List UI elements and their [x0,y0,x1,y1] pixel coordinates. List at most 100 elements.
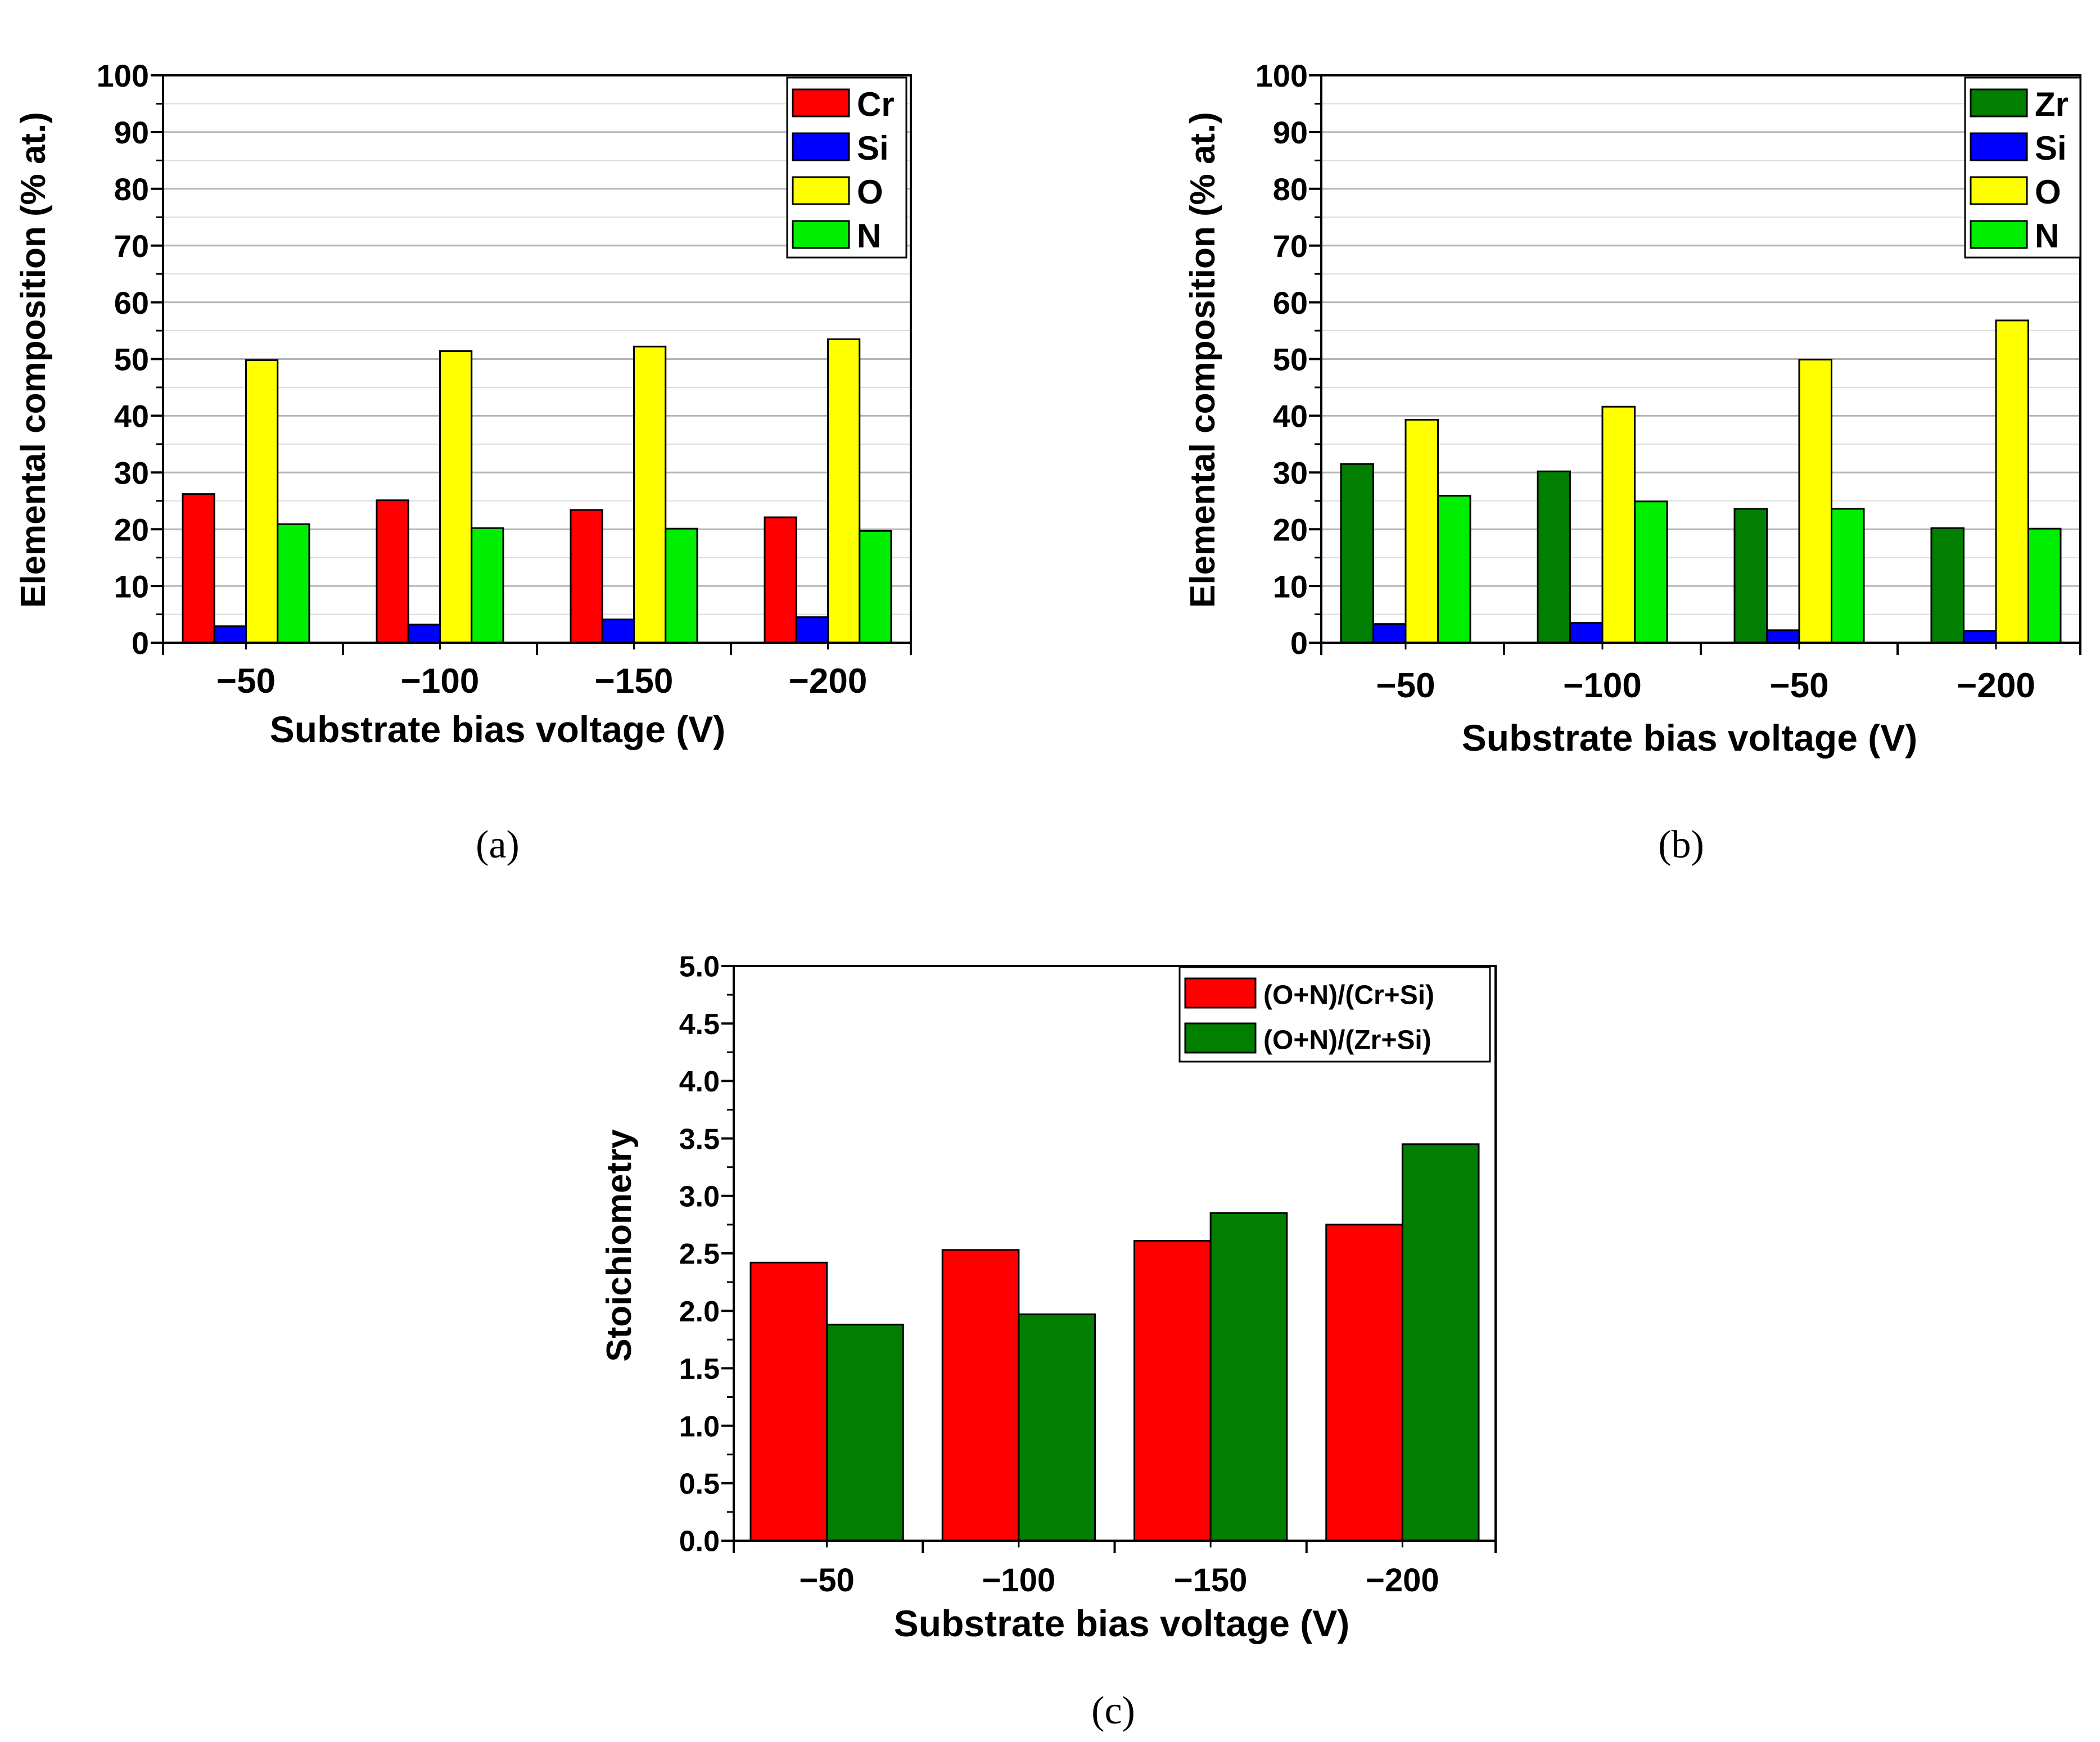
x-tick-label: −200 [1366,1562,1439,1599]
chart-panel-c: 0.0 0.5 1.0 1.5 2.0 2.5 3.0 3.5 4.0 4.5 5.0 −50 −100… [679,951,1497,1599]
bar-n-4 [859,530,892,644]
bar-zr-4 [1930,527,1964,644]
bar-o-2 [1601,405,1636,644]
bar-si-4 [795,616,829,644]
panel-label-b: (b) [1658,823,1704,867]
y-tick-label: 40 [114,399,149,434]
x-tick-label: −50 [216,662,276,701]
bar-n-1 [277,523,310,644]
bar-zr-1 [1340,463,1374,644]
chart-b-xlabel: Substrate bias voltage (V) [1462,717,1918,759]
legend-label: (O+N)/(Zr+Si) [1263,1025,1431,1055]
bar-cr-3 [570,509,603,644]
legend-swatch [792,220,850,249]
chart-a-xlabel: Substrate bias voltage (V) [270,708,726,750]
y-tick-label: 90 [114,115,149,150]
bar-cr-2 [376,499,409,644]
x-tick-label: −200 [1957,666,2035,705]
y-tick-label: 2.5 [679,1238,720,1271]
panel-label-a: (a) [476,823,520,867]
y-tick-label: 0.0 [679,1526,720,1558]
bar-o-4 [1995,319,2029,644]
y-tick-label: 4.0 [679,1066,720,1098]
y-tick-label: 3.5 [679,1123,720,1156]
y-tick-label: 40 [1273,399,1308,434]
bar-onzrsi-2 [1018,1313,1096,1542]
bar-n-1 [1437,495,1471,644]
chart-panel-b: 0 10 20 30 40 50 60 70 80 90 100 −50 −100 −50 −200 Zr Si… [1256,58,2081,705]
y-tick-label: 4.5 [679,1008,720,1041]
bar-oncrsi-4 [1325,1224,1403,1542]
bar-o-3 [1798,359,1832,644]
y-tick-label: 60 [1273,285,1308,321]
y-tick-label: 0 [132,625,149,661]
legend-label: N [857,217,881,255]
bar-si-1 [213,625,247,644]
y-tick-label: 90 [1273,115,1308,150]
y-tick-label: 10 [114,568,149,604]
y-tick-label: 60 [114,285,149,321]
bar-si-4 [1963,630,1997,644]
bar-oncrsi-2 [941,1249,1020,1542]
bar-si-2 [407,624,441,644]
bar-n-4 [2027,527,2062,644]
y-tick-label: 80 [1273,172,1308,207]
y-tick-label: 1.0 [679,1410,720,1443]
bar-si-1 [1372,623,1407,644]
bar-onzrsi-3 [1209,1212,1288,1542]
y-tick-label: 100 [97,58,149,93]
legend-swatch [1970,88,2028,118]
chart-panel-a: 0 10 20 30 40 50 60 70 80 90 100 −50 −100 −150 −200 Cr S… [97,58,912,701]
x-tick-label: −50 [1376,666,1435,705]
y-tick-label: 0 [1290,625,1308,661]
legend-label: (O+N)/(Cr+Si) [1263,980,1434,1010]
bar-o-2 [439,350,473,644]
bar-o-3 [633,345,667,644]
x-tick-label: −50 [799,1562,854,1599]
legend-label: Cr [857,85,895,123]
chart-c-ylabel: Stoichiometry [600,1129,639,1362]
chart-b-ylabel: Elemental composition (% at.) [1184,112,1222,608]
legend-label: O [857,173,883,211]
legend-swatch [792,88,850,118]
y-tick-label: 20 [1273,512,1308,547]
x-tick-label: −50 [1769,666,1828,705]
bar-cr-1 [182,493,215,644]
legend-label: N [2035,217,2059,255]
legend-label: O [2035,173,2061,211]
bar-si-2 [1569,622,1604,644]
y-tick-label: 1.5 [679,1353,720,1386]
bar-n-3 [665,527,698,644]
y-tick-label: 70 [114,228,149,264]
bar-oncrsi-3 [1133,1240,1212,1542]
legend-label: Si [857,129,889,167]
legend-label: Zr [2035,85,2069,123]
x-tick-label: −100 [1563,666,1642,705]
legend-swatch [1184,977,1257,1009]
y-tick-label: 100 [1256,58,1308,93]
y-tick-label: 2.0 [679,1296,720,1328]
y-tick-label: 50 [1273,342,1308,377]
bar-oncrsi-1 [749,1261,828,1542]
x-tick-label: −100 [982,1562,1056,1599]
bar-zr-3 [1733,508,1768,644]
chart-a-ylabel: Elemental composition (% at.) [14,112,53,608]
y-tick-label: 30 [1273,455,1308,490]
x-tick-label: −150 [595,662,674,701]
y-tick-label: 20 [114,512,149,547]
legend-label: Si [2035,129,2067,167]
legend-swatch [792,132,850,161]
y-tick-label: 0.5 [679,1468,720,1501]
x-tick-label: −150 [1174,1562,1248,1599]
bar-onzrsi-1 [826,1324,904,1542]
y-tick-label: 10 [1273,568,1308,604]
bar-zr-2 [1537,470,1571,644]
y-tick-label: 70 [1273,228,1308,264]
bar-o-1 [1404,418,1439,644]
bar-cr-4 [764,516,797,644]
bar-o-1 [245,359,279,644]
y-tick-label: 80 [114,172,149,207]
bar-si-3 [1766,629,1800,644]
x-tick-label: −200 [789,662,868,701]
